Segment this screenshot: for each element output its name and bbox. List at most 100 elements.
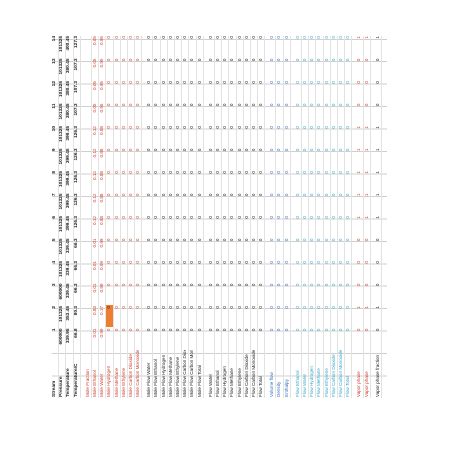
table-cell[interactable]: 1: [363, 148, 369, 152]
table-cell[interactable]: 0: [189, 171, 195, 174]
row-label[interactable]: Mole Flow Total: [196, 365, 202, 397]
table-cell[interactable]: 0: [356, 81, 362, 84]
table-cell[interactable]: 0: [269, 148, 275, 152]
table-cell[interactable]: 0: [146, 171, 152, 174]
table-cell[interactable]: 0: [222, 238, 228, 242]
table-cell[interactable]: 0: [258, 328, 264, 332]
table-cell[interactable]: 0: [135, 193, 141, 197]
table-cell[interactable]: 0: [113, 328, 119, 332]
table-cell[interactable]: 0: [363, 238, 369, 242]
table-cell[interactable]: 0: [236, 148, 242, 152]
table-cell[interactable]: 0: [316, 148, 322, 152]
table-cell[interactable]: 13: [52, 58, 57, 64]
table-cell[interactable]: 0.05: [91, 36, 97, 45]
table-cell[interactable]: 1: [363, 171, 369, 174]
table-cell[interactable]: 0: [167, 171, 173, 174]
table-cell[interactable]: 399.45: [66, 216, 72, 231]
table-cell[interactable]: 0: [302, 81, 307, 84]
table-cell[interactable]: 0: [283, 126, 289, 129]
table-cell[interactable]: 1: [356, 171, 362, 174]
table-cell[interactable]: 0: [250, 238, 256, 242]
table-cell[interactable]: 0: [294, 81, 300, 84]
table-cell[interactable]: 127.3: [73, 36, 79, 49]
row-label[interactable]: Mole Fraction: [84, 369, 90, 397]
table-cell[interactable]: 0.88: [99, 148, 105, 158]
table-cell[interactable]: 0.05: [91, 81, 97, 90]
table-cell[interactable]: 0: [160, 126, 166, 129]
table-cell[interactable]: 0: [309, 261, 315, 264]
table-cell[interactable]: 0: [196, 81, 202, 84]
table-cell[interactable]: 0: [316, 36, 322, 39]
table-cell[interactable]: 0: [207, 306, 213, 309]
table-cell[interactable]: 0: [337, 283, 343, 287]
table-cell[interactable]: 0: [309, 148, 315, 152]
table-cell[interactable]: 0: [316, 238, 322, 242]
table-cell[interactable]: 0: [309, 193, 315, 197]
table-cell[interactable]: 399.45: [66, 126, 72, 141]
table-cell[interactable]: 1: [356, 126, 362, 129]
table-cell[interactable]: 0: [323, 261, 329, 264]
table-cell[interactable]: 1: [363, 193, 369, 197]
table-cell[interactable]: 0: [236, 171, 242, 174]
table-cell[interactable]: 0: [127, 126, 133, 129]
table-cell[interactable]: 0: [113, 81, 119, 84]
table-cell[interactable]: 1: [52, 328, 57, 332]
table-cell[interactable]: 0: [236, 58, 242, 62]
row-label[interactable]: Flow Ethylene: [236, 368, 242, 397]
table-cell[interactable]: 0.12: [91, 126, 97, 135]
table-cell[interactable]: 0: [276, 171, 282, 174]
table-cell[interactable]: 0: [196, 103, 202, 107]
table-cell[interactable]: 0: [258, 81, 264, 84]
table-cell[interactable]: 1: [356, 216, 362, 219]
table-cell[interactable]: 0: [113, 148, 119, 152]
table-cell[interactable]: 0: [294, 306, 300, 309]
table-cell[interactable]: 0: [222, 216, 228, 219]
table-cell[interactable]: 101325: [59, 58, 65, 75]
table-cell[interactable]: 1: [374, 171, 380, 174]
row-label[interactable]: Flow Total: [345, 376, 351, 397]
table-cell[interactable]: 0: [135, 81, 141, 84]
row-label[interactable]: Mole Flow Carbon Monoxide: [189, 350, 195, 397]
table-cell[interactable]: 0: [207, 238, 213, 242]
table-cell[interactable]: 0: [294, 126, 300, 129]
table-cell[interactable]: 0: [135, 126, 141, 129]
table-cell[interactable]: 0: [153, 81, 159, 84]
table-cell[interactable]: 0: [182, 36, 188, 39]
table-cell[interactable]: 0: [250, 283, 256, 287]
table-cell[interactable]: 0: [374, 238, 380, 242]
table-cell[interactable]: 0: [196, 36, 202, 39]
table-cell[interactable]: 0: [135, 216, 141, 219]
table-cell[interactable]: 0: [207, 148, 213, 152]
table-cell[interactable]: 0: [330, 58, 336, 62]
table-cell[interactable]: 0: [269, 81, 275, 84]
row-label[interactable]: Mole Hydrogen: [106, 365, 112, 397]
table-cell[interactable]: 0: [229, 148, 235, 152]
table-cell[interactable]: 0: [323, 103, 329, 107]
table-cell[interactable]: 1: [374, 216, 380, 219]
table-cell[interactable]: 0.88: [99, 171, 105, 180]
row-label[interactable]: Mole Flow Water: [146, 362, 152, 397]
table-cell[interactable]: 0: [337, 171, 343, 174]
table-cell[interactable]: 0: [276, 306, 282, 309]
table-cell[interactable]: 0: [269, 58, 275, 62]
table-cell[interactable]: 0: [196, 126, 202, 129]
table-cell[interactable]: 0: [182, 306, 188, 309]
table-cell[interactable]: 0: [276, 103, 282, 107]
row-label[interactable]: Temperature: [66, 368, 72, 397]
table-cell[interactable]: 101325: [59, 148, 65, 165]
table-cell[interactable]: 101325: [59, 216, 65, 233]
table-cell[interactable]: 6: [52, 216, 57, 219]
table-cell[interactable]: 0: [374, 283, 380, 287]
table-cell[interactable]: 101325: [59, 306, 65, 323]
table-cell[interactable]: 0: [302, 36, 307, 39]
table-cell[interactable]: 0: [120, 193, 126, 197]
row-label[interactable]: Flow Ethanol: [214, 370, 220, 397]
table-cell[interactable]: 0: [189, 193, 195, 197]
table-cell[interactable]: 0: [135, 328, 141, 332]
table-cell[interactable]: 12: [52, 81, 57, 87]
table-cell[interactable]: 0: [337, 306, 343, 309]
table-cell[interactable]: 0: [323, 171, 329, 174]
table-cell[interactable]: 0: [153, 238, 159, 242]
table-cell[interactable]: 0: [182, 103, 188, 107]
table-cell[interactable]: 0: [345, 216, 351, 219]
